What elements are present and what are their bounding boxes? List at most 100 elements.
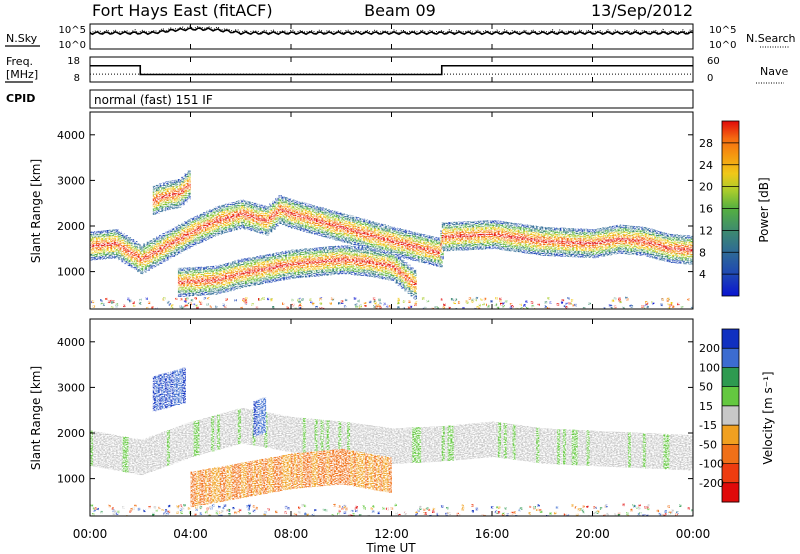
velocity-cell (583, 449, 587, 453)
velocity-cell (409, 434, 413, 438)
velocity-cell (323, 420, 327, 424)
power-cell (308, 210, 313, 215)
velocity-cell (500, 426, 505, 430)
power-cell (412, 257, 416, 261)
power-cell (394, 243, 398, 247)
power-cell (366, 260, 370, 264)
power-cell (379, 226, 384, 231)
power-cell (530, 238, 534, 242)
velocity-cell (515, 440, 519, 445)
scatter-cell (297, 298, 300, 302)
power-cell (215, 291, 219, 295)
velocity-cell (184, 436, 188, 440)
velocity-cell (152, 445, 156, 449)
power-cell (247, 210, 251, 215)
velocity-cell (536, 427, 540, 431)
power-cell (338, 228, 342, 232)
velocity-cell (574, 445, 579, 450)
velocity-cell (155, 456, 159, 461)
power-cell (407, 280, 411, 285)
power-cell (617, 224, 621, 228)
velocity-cell (320, 432, 324, 436)
velocity-cell (639, 455, 644, 459)
power-cell (486, 245, 490, 250)
power-cell (243, 216, 248, 220)
power-cell (140, 248, 144, 252)
scatter-cell (568, 302, 571, 305)
velocity-cell (166, 439, 171, 444)
power-cell (316, 253, 320, 258)
power-cell (328, 252, 333, 257)
power-cell (400, 278, 405, 283)
velocity-cell (234, 419, 239, 423)
power-cell (269, 222, 273, 227)
velocity-cell (574, 455, 579, 459)
velocity-cell (495, 447, 499, 451)
power-cell (689, 245, 693, 249)
power-cell (620, 240, 625, 245)
power-cell (630, 232, 634, 236)
velocity-cell (480, 435, 484, 439)
velocity-cell (622, 457, 626, 461)
velocity-cell (518, 425, 522, 429)
power-cell (551, 252, 555, 257)
power-cell (506, 231, 511, 236)
power-cell (278, 211, 282, 215)
power-cell (480, 227, 484, 231)
velocity-cell (243, 430, 248, 435)
velocity-cell (187, 435, 191, 439)
velocity-cell (107, 465, 112, 470)
power-cell (262, 267, 267, 271)
velocity-cell (122, 459, 126, 463)
velocity-cell (619, 444, 623, 449)
power-cell (294, 255, 298, 260)
velocity-cell (468, 430, 472, 434)
power-cell (195, 286, 199, 290)
scatter-cell (139, 298, 142, 302)
velocity-cell (205, 417, 209, 421)
power-cell (551, 230, 555, 234)
velocity-cell (527, 429, 531, 433)
velocity-cell (90, 437, 94, 441)
velocity-cell (190, 431, 194, 435)
power-cell (497, 233, 502, 237)
power-cell (667, 249, 672, 254)
velocity-cell (651, 449, 655, 453)
power-cell (118, 256, 122, 261)
power-cell (378, 265, 383, 270)
power-cell (539, 226, 543, 230)
power-cell (192, 273, 196, 277)
power-cell (363, 266, 367, 270)
power-cell (359, 224, 363, 228)
power-cell (680, 244, 684, 248)
power-cell (256, 216, 260, 220)
power-cell (465, 221, 469, 225)
power-cell (565, 244, 570, 248)
power-cell (453, 234, 457, 238)
power-cell (592, 248, 596, 252)
power-cell (400, 285, 405, 289)
velocity-cell (444, 435, 449, 439)
power-cell (433, 256, 437, 260)
velocity-cell (471, 423, 475, 427)
power-cell (447, 244, 452, 248)
velocity-cell (592, 446, 596, 451)
power-cell (192, 267, 196, 271)
velocity-cell (595, 434, 599, 438)
power-cell (218, 211, 223, 216)
power-cell (518, 223, 522, 228)
power-cell (375, 252, 380, 256)
velocity-cell (524, 445, 528, 449)
velocity-cell (98, 441, 103, 446)
velocity-cell (415, 452, 419, 457)
velocity-cell (394, 447, 398, 451)
scatter-cell (471, 298, 474, 302)
power-cell (256, 278, 260, 282)
power-cell (403, 252, 407, 256)
power-cell (586, 238, 590, 242)
power-cell (287, 204, 292, 209)
power-cell (112, 229, 116, 233)
velocity-cell (577, 442, 582, 447)
velocity-cell (116, 467, 120, 471)
power-cell (551, 236, 555, 241)
